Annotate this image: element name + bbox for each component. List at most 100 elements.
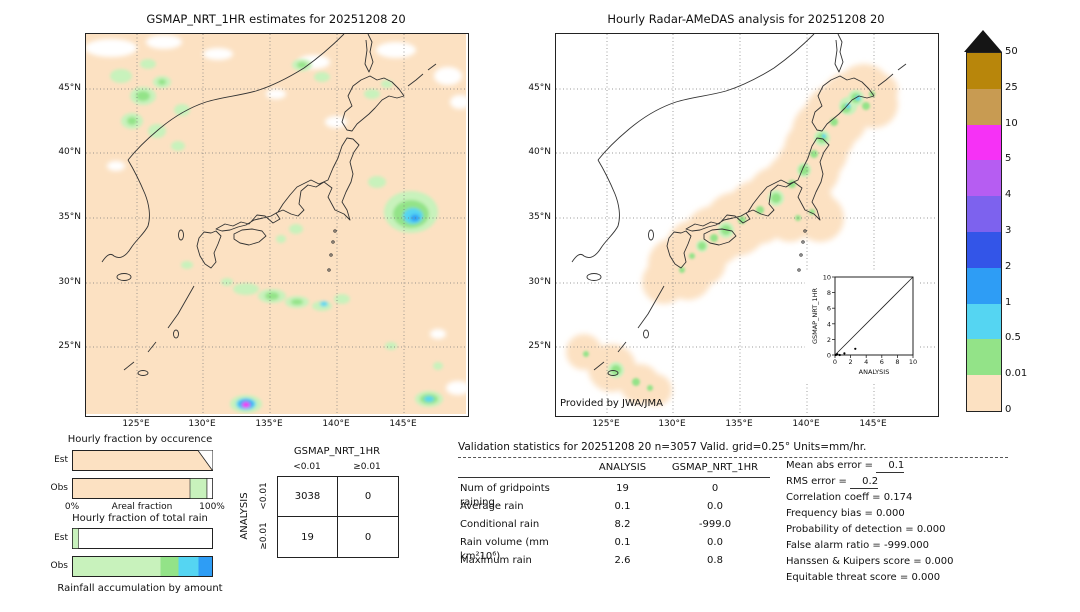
stats-column-headers: ANALYSIS GSMAP_NRT_1HR <box>460 461 770 475</box>
score-value: 0.000 <box>916 524 946 535</box>
totalrain-chart-title: Hourly fraction of total rain <box>72 513 208 524</box>
occurrence-est-label: Est <box>54 455 68 465</box>
right-lon-tick: 130°E <box>658 419 686 429</box>
score-value: -999.000 <box>883 540 929 551</box>
inset-diagonal-line <box>834 276 914 356</box>
left-lon-tick: 145°E <box>389 419 417 429</box>
svg-text:0: 0 <box>833 358 837 366</box>
colorbar-overflow-triangle <box>964 30 1002 52</box>
coastlines <box>571 33 907 376</box>
contingency-cell: 3038 <box>278 477 338 517</box>
colorbar-label: 3 <box>1005 225 1012 236</box>
stats-row: Num of gridpoints raining 19 0 <box>460 483 719 508</box>
contingency-col-group: GSMAP_NRT_1HR <box>293 446 381 457</box>
score-line: Hanssen & Kuipers score = 0.000 <box>786 556 954 567</box>
totalrain-est-bar <box>72 528 213 549</box>
colorbar-label: 0 <box>1005 404 1012 415</box>
svg-text:6: 6 <box>880 358 884 366</box>
inset-scatter-points <box>834 347 857 357</box>
colorbar-segment <box>967 267 1001 304</box>
svg-text:10: 10 <box>909 358 917 366</box>
stats-divider-dashed <box>458 457 1008 458</box>
left-map-title: GSMAP_NRT_1HR estimates for 20251208 20 <box>146 12 406 26</box>
contingency-row-group: ANALYSIS <box>239 492 250 540</box>
stats-col-analysis: ANALYSIS <box>598 462 647 473</box>
contingency-cell: 0 <box>364 531 372 543</box>
contingency-col-label: ≥0.01 <box>353 462 381 472</box>
right-map <box>555 33 939 417</box>
totalrain-obs-label: Obs <box>50 561 69 571</box>
colorbar-segment <box>967 375 1001 411</box>
colorbar-segment <box>967 339 1001 376</box>
contingency-table: 3038 0 19 0 <box>277 476 399 558</box>
left-lat-tick: 40°N <box>58 147 81 157</box>
colorbar-label: 50 <box>1005 46 1018 57</box>
left-map <box>85 33 470 417</box>
stats-divider-solid <box>458 477 770 478</box>
right-lat-tick: 40°N <box>528 147 551 157</box>
contingency-col-label: <0.01 <box>293 462 321 472</box>
score-value: 0.2 <box>850 475 879 489</box>
inset-ticks <box>832 276 914 358</box>
left-lat-tick: 45°N <box>58 83 81 93</box>
svg-text:0: 0 <box>827 352 831 360</box>
colorbar-label: 10 <box>1005 118 1018 129</box>
colorbar-segment <box>967 88 1001 125</box>
score-line: Probability of detection = 0.000 <box>786 524 946 535</box>
svg-text:6: 6 <box>827 305 831 313</box>
score-value: 0.000 <box>924 556 954 567</box>
score-line: Frequency bias = 0.000 <box>786 508 905 519</box>
left-lat-tick: 35°N <box>58 212 81 222</box>
colorbar-segment <box>967 303 1001 340</box>
score-line: Correlation coeff = 0.174 <box>786 492 913 503</box>
colorbar-label: 2 <box>1005 261 1012 272</box>
coastlines <box>101 33 437 376</box>
svg-text:8: 8 <box>895 358 899 366</box>
score-value: 0.1 <box>876 459 905 473</box>
right-lat-tick: 25°N <box>528 341 551 351</box>
inset-x-axis-label: ANALYSIS <box>859 368 890 376</box>
contingency-row-label: <0.01 <box>259 482 269 510</box>
totalrain-est-label: Est <box>54 533 68 543</box>
right-map-title: Hourly Radar-AMeDAS analysis for 2025120… <box>607 12 885 26</box>
colorbar-segment <box>967 196 1001 232</box>
occurrence-obs-label: Obs <box>50 483 69 493</box>
score-line: Mean abs error = 0.1 <box>786 459 905 473</box>
areal-fraction-max: 100% <box>199 502 225 512</box>
right-lon-tick: 135°E <box>725 419 753 429</box>
colorbar <box>966 52 1002 412</box>
left-lon-tick: 140°E <box>322 419 350 429</box>
stats-header: Validation statistics for 20251208 20 n=… <box>458 441 867 453</box>
colorbar-segment <box>967 160 1001 197</box>
precipitation-blobs <box>110 59 443 413</box>
inset-y-ticklabels: 0 2 4 6 8 10 <box>823 274 831 360</box>
score-value: 0.000 <box>876 508 905 519</box>
left-lon-tick: 125°E <box>122 419 150 429</box>
colorbar-label: 0.5 <box>1005 332 1021 343</box>
inset-y-axis-label: GSMAP_NRT_1HR <box>811 287 819 344</box>
colorbar-label: 1 <box>1005 297 1012 308</box>
areal-fraction-label: Areal fraction <box>111 502 173 512</box>
stats-row: Conditional rain 8.2 -999.0 <box>460 519 732 530</box>
colorbar-label: 25 <box>1005 82 1018 93</box>
score-line: RMS error = 0.2 <box>786 475 879 489</box>
inset-scatter-plot: 0 2 4 6 8 10 0 2 4 6 8 10 GSMAP_NRT_1HR … <box>805 271 919 383</box>
score-line: False alarm ratio = -999.000 <box>786 540 929 551</box>
occurrence-chart-title: Hourly fraction by occurence <box>67 434 213 445</box>
right-lon-tick: 145°E <box>859 419 887 429</box>
left-lon-tick: 130°E <box>188 419 216 429</box>
colorbar-segment <box>967 53 1001 89</box>
contingency-cell: 0 <box>338 477 398 517</box>
left-lat-tick: 25°N <box>58 341 81 351</box>
score-value: 0.000 <box>911 572 941 583</box>
occurrence-est-bar <box>72 450 213 471</box>
score-value: 0.174 <box>883 492 913 503</box>
left-map-canvas <box>85 33 470 414</box>
colorbar-label: 5 <box>1005 153 1012 164</box>
right-lat-tick: 45°N <box>528 83 551 93</box>
areal-fraction-min: 0% <box>64 502 80 512</box>
stats-row: Maximum rain 2.6 0.8 <box>460 555 723 566</box>
data-credit: Provided by JWA/JMA <box>560 398 663 409</box>
missing-data-patches <box>85 35 470 395</box>
left-lat-tick: 30°N <box>58 277 81 287</box>
